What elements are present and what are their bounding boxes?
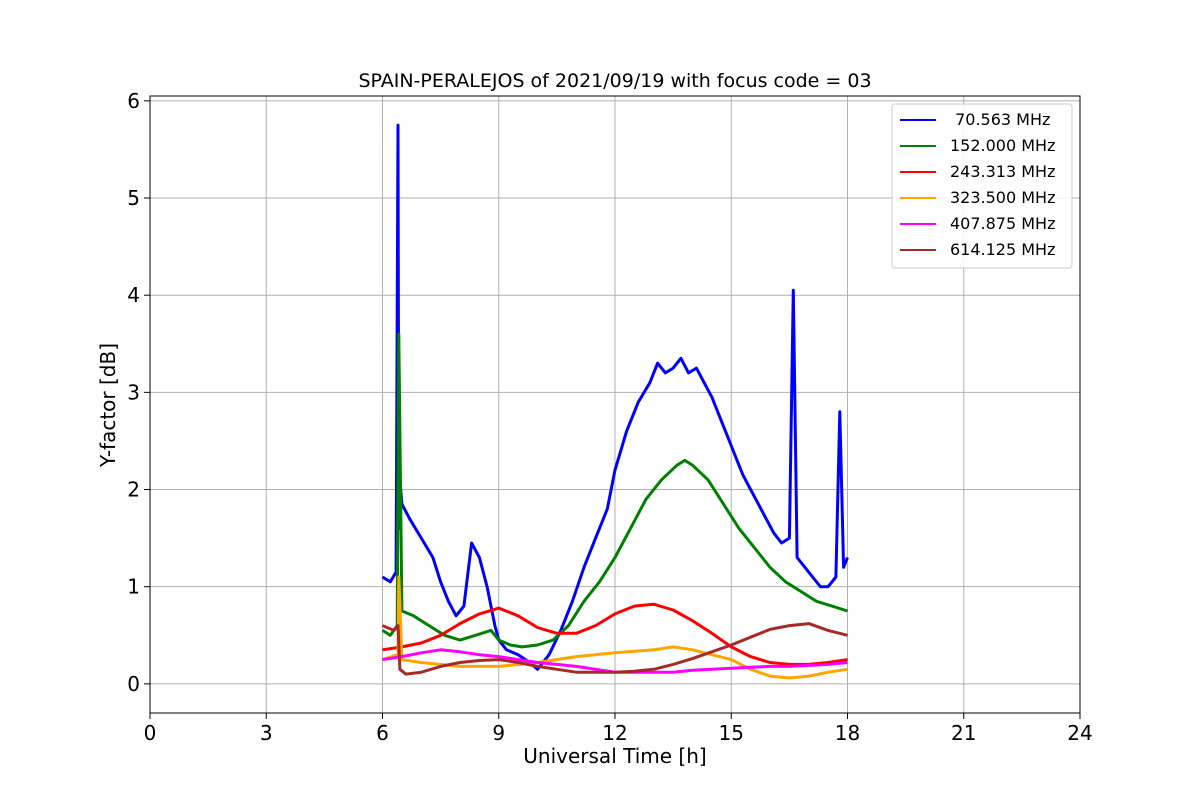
legend-label: 323.500 MHz <box>950 188 1055 207</box>
y-axis-label: Y-factor [dB] <box>96 343 120 468</box>
legend-label: 70.563 MHz <box>950 110 1050 129</box>
series-line-2 <box>381 332 848 649</box>
x-tick-label: 18 <box>835 721 860 745</box>
series-line-3 <box>382 602 848 666</box>
x-tick-label: 12 <box>602 721 627 745</box>
series-line-4 <box>382 575 848 680</box>
legend-label: 243.313 MHz <box>950 162 1055 181</box>
series-line-6 <box>381 622 848 676</box>
chart-title: SPAIN-PERALEJOS of 2021/09/19 with focus… <box>358 70 871 92</box>
x-tick-label: 6 <box>376 721 389 745</box>
x-tick-label: 15 <box>719 721 744 745</box>
y-tick-label: 1 <box>127 575 140 599</box>
series-line-1 <box>381 123 849 671</box>
legend-label: 407.875 MHz <box>950 214 1055 233</box>
y-tick-label: 2 <box>127 478 140 502</box>
x-tick-label: 3 <box>260 721 273 745</box>
x-tick-label: 9 <box>492 721 505 745</box>
y-tick-label: 0 <box>127 672 140 696</box>
x-tick-label: 21 <box>951 721 976 745</box>
y-tick-label: 6 <box>127 89 140 113</box>
x-tick-label: 24 <box>1067 721 1092 745</box>
legend-box <box>891 103 1073 269</box>
y-tick-label: 4 <box>127 283 140 307</box>
x-tick-label: 0 <box>144 721 157 745</box>
series-lines <box>381 123 849 680</box>
y-tick-label: 3 <box>127 380 140 404</box>
legend-label: 152.000 MHz <box>950 136 1055 155</box>
x-axis-label: Universal Time [h] <box>523 744 706 768</box>
legend: 70.563 MHz 152.000 MHz 243.313 MHz 323.500 … <box>891 103 1073 269</box>
y-tick-label: 5 <box>127 186 140 210</box>
legend-label: 614.125 MHz <box>950 240 1055 259</box>
